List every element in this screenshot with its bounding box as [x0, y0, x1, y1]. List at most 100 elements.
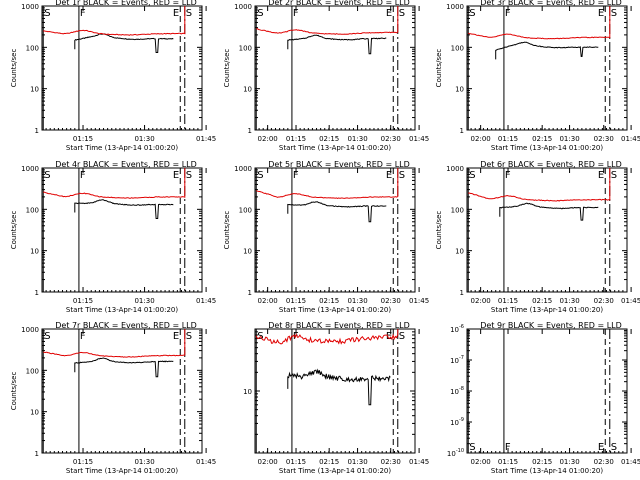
- x-tick-label: 01:30: [347, 297, 367, 305]
- x-tick-label: 01:15: [286, 458, 306, 466]
- x-tick-label: 02:30: [381, 297, 401, 305]
- panel-det-5: Det 5r BLACK = Events, RED = LLD11010010…: [223, 160, 614, 314]
- marker-label-s: S: [469, 442, 475, 453]
- x-tick-label: 01:30: [134, 458, 154, 466]
- y-tick-label: 100: [26, 367, 39, 375]
- marker-label-s: S: [399, 170, 405, 181]
- x-tick-label: 01:30: [559, 135, 579, 143]
- x-tick-label: 01:45: [621, 297, 640, 305]
- x-tick-label: 01:15: [286, 297, 306, 305]
- marker-label-e: E: [598, 8, 604, 19]
- y-axis-label: Counts/sec: [223, 49, 231, 88]
- series-line-lld: [256, 6, 399, 35]
- y-tick-label: 1: [460, 289, 464, 297]
- y-tick-label: 10-9: [450, 417, 464, 427]
- panel-title: Det 2r BLACK = Events, RED = LLD: [268, 0, 410, 7]
- series-line-lld: [255, 329, 399, 345]
- plot-frame: [466, 167, 628, 293]
- x-axis-label: Start Time (13-Apr-14 01:00:20): [66, 467, 178, 475]
- x-tick-label: 02:15: [319, 297, 339, 305]
- marker-label-e: E: [386, 170, 392, 181]
- x-axis-label: Start Time (13-Apr-14 01:00:20): [66, 306, 178, 314]
- marker-label-f: F: [505, 442, 511, 453]
- x-tick-label: 01:15: [73, 135, 93, 143]
- panel-title: Det 7r BLACK = Events, RED = LLD: [55, 321, 197, 330]
- x-tick-label: 02:15: [319, 458, 339, 466]
- x-tick-label: 02:30: [381, 135, 401, 143]
- panel-det-6: Det 6r BLACK = Events, RED = LLD 1 10 100 10…: [435, 160, 640, 314]
- x-tick-label: 01:30: [559, 297, 579, 305]
- series-line-lld: [468, 168, 611, 202]
- x-tick-label: 01:15: [73, 297, 93, 305]
- x-tick-label: 02:15: [319, 135, 339, 143]
- y-tick-label: 10: [455, 248, 464, 256]
- x-tick-label: 02:00: [258, 135, 278, 143]
- series-line-events: [287, 201, 387, 223]
- x-tick-label: 01:30: [347, 458, 367, 466]
- marker-label-e: E: [598, 170, 604, 181]
- y-tick-label: 100: [26, 44, 39, 52]
- x-tick-label: 01:45: [621, 135, 640, 143]
- y-tick-label: 10: [30, 86, 39, 94]
- plot-frame: [466, 328, 628, 454]
- y-axis-label: Counts/sec: [223, 211, 231, 250]
- plot-frame: [41, 5, 203, 131]
- x-tick-label: 01:15: [73, 458, 93, 466]
- marker-label-f: F: [505, 170, 511, 181]
- series-line-lld: [43, 168, 186, 199]
- x-tick-label: 01:45: [409, 458, 429, 466]
- series-line-events: [74, 199, 174, 219]
- y-axis-label: Counts/sec: [10, 211, 18, 250]
- y-tick-label: 100: [239, 206, 252, 214]
- marker-label-s: S: [257, 170, 263, 181]
- y-axis-label: Counts/sec: [435, 49, 443, 88]
- series-line-events: [287, 34, 387, 55]
- x-tick-label: 01:45: [409, 297, 429, 305]
- panel-title: Det 4r BLACK = Events, RED = LLD: [55, 160, 197, 169]
- x-tick-label: 01:15: [286, 135, 306, 143]
- y-tick-label: 10-10: [447, 448, 464, 458]
- series-line-lld: [43, 6, 186, 36]
- x-tick-label: 02:30: [594, 297, 614, 305]
- x-tick-label: 02:00: [258, 297, 278, 305]
- y-tick-label: 1000: [234, 165, 252, 173]
- marker-label-s: S: [44, 8, 50, 19]
- y-tick-label: 10: [243, 388, 252, 396]
- plot-frame: [254, 167, 416, 293]
- x-tick-label: 02:15: [532, 297, 552, 305]
- y-tick-label: 10: [30, 409, 39, 417]
- x-tick-label: 01:15: [498, 297, 518, 305]
- y-tick-label: 100: [26, 206, 39, 214]
- marker-label-f: F: [293, 8, 299, 19]
- y-tick-label: 1: [248, 289, 252, 297]
- x-tick-label: 02:00: [471, 458, 491, 466]
- x-tick-label: 01:30: [134, 135, 154, 143]
- marker-label-f: F: [80, 331, 86, 342]
- series-line-lld: [467, 6, 611, 40]
- marker-label-e: E: [598, 442, 604, 453]
- x-axis-label: Start Time (13-Apr-14 01:00:20): [279, 306, 391, 314]
- y-tick-label: 1: [35, 450, 39, 458]
- marker-label-s: S: [469, 8, 475, 19]
- y-tick-label: 100: [451, 206, 464, 214]
- y-tick-label: 1000: [446, 3, 464, 11]
- series-line-events: [287, 368, 391, 406]
- y-tick-label: 10-8: [450, 386, 464, 396]
- panel-title: Det 1r BLACK = Events, RED = LLD: [55, 0, 197, 7]
- marker-label-e: E: [173, 8, 179, 19]
- marker-label-f: F: [80, 170, 86, 181]
- x-axis-label: Start Time (13-Apr-14 01:00:20): [279, 467, 391, 475]
- panel-title: Det 3r BLACK = Events, RED = LLD: [480, 0, 622, 7]
- marker-label-s: S: [186, 331, 192, 342]
- y-tick-label: 100: [451, 44, 464, 52]
- panel-det-7: Det 7r BLACK = Events, RED = LLD 1 10 100 10…: [10, 321, 401, 475]
- y-tick-label: 10: [243, 248, 252, 256]
- plot-frame: [41, 167, 203, 293]
- y-tick-label: 10: [30, 248, 39, 256]
- panel-det-9: Det 9r BLACK = Events, RED = LLD 10-10 10-…: [447, 321, 640, 475]
- y-tick-label: 100: [239, 44, 252, 52]
- marker-label-s: S: [399, 8, 405, 19]
- x-tick-label: 02:30: [381, 458, 401, 466]
- x-tick-label: 01:45: [196, 297, 216, 305]
